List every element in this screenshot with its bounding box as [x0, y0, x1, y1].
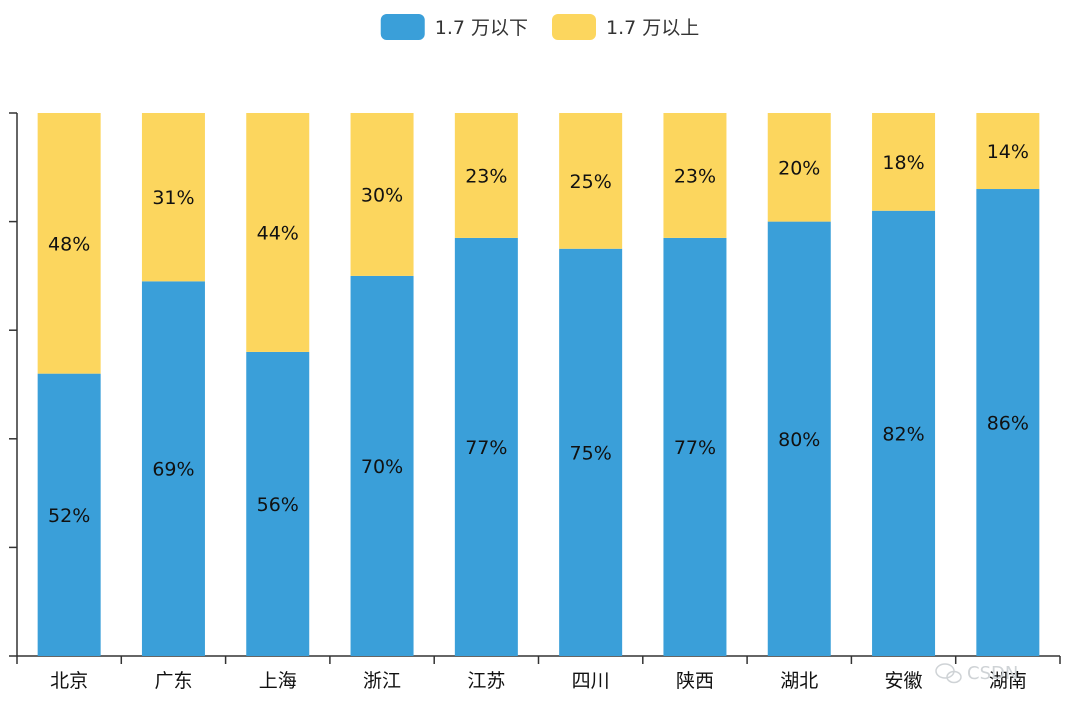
bar-segment [767, 221, 831, 656]
data-label: 77% [465, 437, 507, 459]
x-tick-label: 四川 [572, 670, 610, 692]
legend-label: 1.7 万以上 [606, 17, 699, 39]
bar-segment [663, 237, 727, 656]
data-label: 31% [152, 187, 194, 209]
legend-label: 1.7 万以下 [435, 17, 528, 39]
data-label: 69% [152, 459, 194, 481]
bar-segment [663, 113, 727, 238]
data-label: 20% [778, 157, 820, 179]
data-label: 77% [674, 437, 716, 459]
data-label: 48% [48, 233, 90, 255]
bar-segment [976, 189, 1040, 656]
bar-segment [976, 113, 1040, 190]
bar-segment [350, 275, 414, 656]
wechat-icon [935, 663, 962, 684]
data-label: 25% [570, 171, 612, 193]
x-tick-label: 浙江 [363, 670, 401, 692]
x-tick-label: 安徽 [885, 670, 923, 692]
bar-segment [141, 281, 205, 656]
bars [37, 113, 1040, 657]
x-tick-label: 江苏 [467, 670, 505, 692]
legend-item-1[interactable]: 1.7 万以上 [552, 14, 699, 40]
bar-segment [767, 113, 831, 222]
bar-segment [246, 351, 310, 656]
data-label: 14% [987, 141, 1029, 163]
legend-swatch [552, 14, 596, 40]
data-label: 70% [361, 456, 403, 478]
bar-segment [37, 113, 101, 374]
bar-segment [454, 237, 518, 656]
x-tick-label: 广东 [154, 670, 192, 692]
data-label: 75% [570, 442, 612, 464]
data-label: 18% [882, 152, 924, 174]
x-axis-ticks: 北京 广东 上海 浙江 江苏 四川 陕西 湖北 安徽 湖南 [16, 656, 1061, 692]
x-tick-label: 北京 [50, 670, 88, 692]
bar-segment [872, 210, 936, 657]
x-tick-label: 上海 [259, 670, 297, 692]
bar-segment [559, 248, 623, 656]
legend: 1.7 万以下 1.7 万以上 [380, 14, 699, 40]
legend-item-0[interactable]: 1.7 万以下 [380, 14, 528, 40]
data-label: 30% [361, 184, 403, 206]
data-label: 56% [257, 494, 299, 516]
x-tick-label: 湖北 [780, 670, 818, 692]
data-label: 44% [257, 222, 299, 244]
watermark: CSDN [935, 663, 1018, 684]
data-label: 86% [987, 413, 1029, 435]
bar-segment [559, 113, 623, 249]
bar-segment [454, 113, 518, 238]
data-label: 82% [882, 423, 924, 445]
data-labels: 52% 48% 69% 31% 56% 44% 70% 30% 77% 23% 75% 25% 77% 2… [48, 141, 1029, 527]
watermark-text: CSDN [967, 663, 1018, 684]
bar-segment [141, 113, 205, 282]
bar-segment [246, 113, 310, 352]
data-label: 80% [778, 429, 820, 451]
bar-segment [37, 373, 101, 656]
legend-swatch [380, 14, 425, 40]
bar-segment [872, 113, 936, 211]
bar-segment [350, 113, 414, 276]
x-tick-label: 陕西 [676, 670, 714, 692]
x-tick-label: 湖南 [989, 670, 1027, 692]
data-label: 23% [465, 165, 507, 187]
data-label: 52% [48, 505, 90, 527]
data-label: 23% [674, 165, 716, 187]
